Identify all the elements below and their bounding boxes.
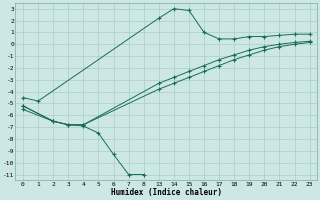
X-axis label: Humidex (Indice chaleur): Humidex (Indice chaleur) — [111, 188, 222, 197]
